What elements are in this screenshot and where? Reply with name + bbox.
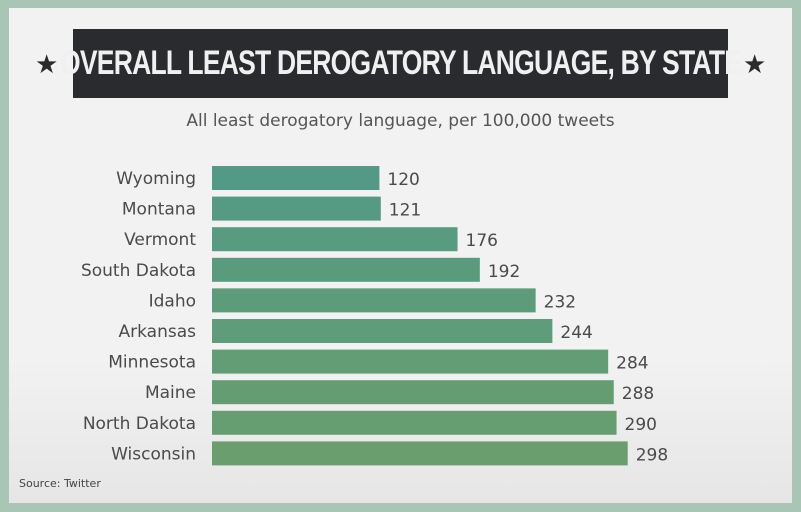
category-label: Montana bbox=[122, 200, 196, 220]
star-icon: ★ bbox=[35, 50, 59, 80]
bar-minnesota bbox=[212, 349, 609, 374]
bar-arkansas bbox=[212, 319, 553, 343]
value-label: 121 bbox=[389, 201, 421, 221]
category-label: Arkansas bbox=[119, 322, 197, 342]
value-label: 244 bbox=[560, 323, 592, 343]
source-note: Source: Twitter bbox=[19, 477, 101, 490]
value-label: 120 bbox=[387, 170, 419, 190]
bar-wyoming bbox=[212, 166, 380, 190]
bar-south-dakota bbox=[212, 257, 480, 282]
category-label: Vermont bbox=[124, 230, 196, 250]
value-label: 290 bbox=[625, 415, 657, 435]
bar-montana bbox=[212, 196, 381, 221]
bar-idaho bbox=[212, 288, 536, 313]
category-label: South Dakota bbox=[81, 261, 196, 281]
value-label: 298 bbox=[636, 445, 668, 465]
bar-chart: Wyoming 120 Montana 121 Vermont 176 South Dako… bbox=[81, 166, 668, 466]
chart-panel: ★ ★ OVERALL LEAST DEROGATORY LANGUAGE, B… bbox=[9, 8, 792, 503]
category-label: Wisconsin bbox=[111, 444, 196, 464]
value-label: 232 bbox=[544, 292, 576, 312]
chart-subtitle: All least derogatory language, per 100,0… bbox=[186, 111, 615, 131]
category-label: Maine bbox=[145, 383, 196, 403]
title-banner: OVERALL LEAST DEROGATORY LANGUAGE, BY ST… bbox=[60, 29, 742, 98]
category-label: Wyoming bbox=[116, 169, 196, 189]
chart-title: OVERALL LEAST DEROGATORY LANGUAGE, BY ST… bbox=[59, 44, 742, 82]
value-label: 192 bbox=[488, 262, 520, 282]
bar-wisconsin bbox=[212, 441, 628, 466]
bar-vermont bbox=[212, 227, 458, 252]
value-label: 284 bbox=[616, 354, 648, 374]
bar-north-dakota bbox=[212, 410, 617, 435]
value-label: 288 bbox=[622, 384, 654, 404]
category-label: North Dakota bbox=[83, 414, 196, 434]
category-label: Idaho bbox=[149, 291, 196, 311]
bar-maine bbox=[212, 380, 614, 405]
value-label: 176 bbox=[466, 231, 498, 251]
category-label: Minnesota bbox=[108, 353, 196, 373]
star-icon: ★ bbox=[743, 50, 767, 80]
